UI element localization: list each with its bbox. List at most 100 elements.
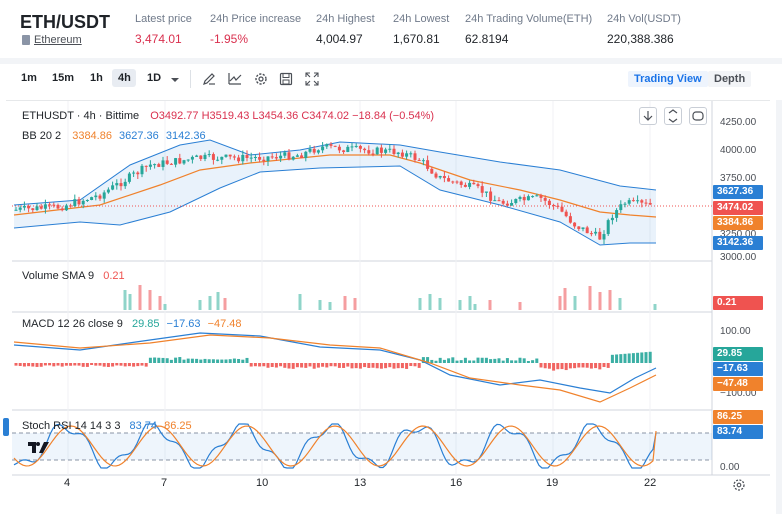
macd-hist-bar	[518, 357, 522, 363]
candle-body	[304, 151, 308, 159]
collapse-pane-button[interactable]	[664, 107, 682, 125]
macd-hist-bar	[140, 363, 144, 366]
network-link[interactable]: Ethereum	[22, 34, 82, 46]
candle-body	[379, 147, 383, 153]
candle-body	[153, 164, 157, 166]
candle-body	[157, 164, 161, 167]
candle-body	[573, 222, 577, 227]
candle-body	[447, 178, 451, 182]
candle-body	[476, 184, 480, 187]
candle-body	[178, 158, 182, 164]
candle-body	[342, 150, 346, 152]
tradingview-logo	[28, 440, 52, 457]
settings-icon[interactable]	[254, 72, 268, 86]
candle-body	[228, 154, 232, 157]
x-tick-22: 22	[644, 477, 657, 489]
macd-hist-bar	[468, 360, 472, 363]
candle-body	[602, 234, 606, 240]
macd-signal-value: −47.48	[207, 318, 242, 330]
interval-1d[interactable]: 1D	[147, 72, 162, 84]
macd-hist-bar	[321, 363, 325, 367]
bollinger-middle-line	[13, 154, 657, 218]
candle-body	[295, 155, 299, 157]
candle-body	[270, 156, 274, 158]
candle-body	[543, 197, 547, 201]
candle-body	[459, 181, 463, 185]
interval-1h[interactable]: 1h	[90, 72, 103, 84]
stoch-tag-k: 83.74	[713, 425, 763, 439]
macd-hist-bar	[186, 358, 190, 363]
macd-hist-bar	[636, 352, 640, 363]
candle-body	[35, 206, 39, 211]
candle-body	[400, 152, 404, 157]
macd-hist-bar	[556, 363, 560, 370]
macd-hist-bar	[127, 363, 131, 367]
fullscreen-icon[interactable]	[305, 72, 319, 86]
candle-body	[216, 159, 220, 161]
macd-hist-bar	[409, 363, 413, 367]
stoch-tag-d: 86.25	[713, 410, 763, 424]
volume-bar	[198, 300, 202, 310]
scroll-down-button[interactable]	[639, 107, 657, 125]
candle-body	[371, 153, 375, 155]
macd-hist-bar	[178, 357, 182, 363]
interval-1m[interactable]: 1m	[21, 72, 37, 84]
save-icon[interactable]	[279, 72, 293, 86]
ohlc-change: −18.84 (−0.54%)	[352, 110, 435, 122]
symbol-label: ETHUSDT · 4h · Bittime	[22, 110, 140, 122]
candle-body	[249, 157, 253, 159]
macd-hist-bar	[547, 363, 551, 369]
volume-bar	[573, 296, 577, 310]
macd-hist-bar	[413, 363, 417, 367]
arrow-down-icon	[643, 111, 653, 121]
candle-body	[598, 231, 602, 240]
macd-label: MACD 12 26 close 9	[22, 318, 123, 330]
bollinger-band-fill	[14, 140, 656, 245]
candle-body	[136, 172, 140, 175]
volume-bar	[158, 296, 162, 310]
indicator-icon[interactable]	[228, 72, 242, 86]
price-tag-upper: 3627.36	[713, 185, 763, 199]
macd-hist-bar	[228, 359, 232, 363]
macd-hist-bar	[115, 363, 119, 366]
macd-hist-bar	[648, 351, 652, 363]
chart-settings-icon[interactable]	[732, 478, 746, 492]
candle-body	[518, 196, 522, 199]
macd-hist-bar	[459, 360, 463, 363]
trading-view-tab[interactable]: Trading View	[628, 71, 708, 87]
chevron-down-icon[interactable]	[170, 76, 184, 90]
collapse-icon	[668, 109, 678, 123]
volume-bar	[598, 292, 602, 310]
macd-hist-bar	[421, 357, 425, 363]
refresh-button[interactable]	[689, 107, 707, 125]
macd-hist-bar	[552, 363, 556, 371]
ohlc-low: L3454.36	[252, 110, 299, 122]
draw-icon[interactable]	[202, 72, 216, 86]
left-scroll-handle[interactable]	[3, 418, 9, 436]
candle-body	[316, 150, 320, 153]
interval-15m[interactable]: 15m	[52, 72, 75, 84]
candle-body	[568, 216, 572, 223]
candle-body	[346, 146, 350, 152]
depth-tab[interactable]: Depth	[708, 71, 752, 87]
macd-hist-bar	[594, 363, 598, 369]
candle-body	[577, 226, 581, 230]
volume-bar	[473, 304, 477, 310]
candle-body	[199, 155, 203, 159]
macd-hist-bar	[522, 358, 526, 363]
candle-body	[18, 207, 22, 210]
macd-hist-bar	[484, 357, 488, 363]
macd-hist-bar	[300, 363, 304, 368]
macd-hist-bar	[111, 363, 115, 367]
candle-body	[85, 200, 89, 202]
right-edge-strip	[776, 100, 782, 514]
interval-4h[interactable]: 4h	[118, 72, 131, 84]
macd-hist-bar	[606, 363, 610, 368]
candle-body	[140, 165, 144, 175]
macd-hist-bar	[480, 357, 484, 363]
candle-body	[640, 200, 644, 203]
macd-hist-bar	[211, 359, 215, 363]
macd-hist-bar	[384, 363, 388, 369]
macd-hist-bar	[564, 363, 568, 371]
